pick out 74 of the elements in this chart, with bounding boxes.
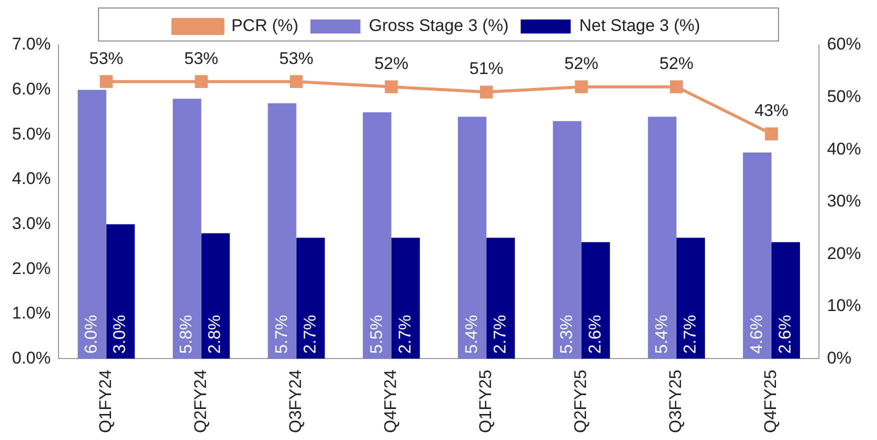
data-label: 2.6% [585,314,604,354]
x-tick-label: Q3FY25 [666,370,686,433]
y-tick-label: 6.0% [12,80,51,98]
y2-tick-label: 60% [826,34,862,54]
bar [581,242,610,359]
y-tick-label: 2.0% [12,258,51,278]
y-tick-label: 1.0% [12,304,51,323]
bar [362,112,392,359]
point [290,75,303,88]
data-label: 5.3% [556,314,576,354]
data-label: 52% [374,54,408,74]
x-tick-label: Q4FY25 [761,370,780,433]
bar [78,90,106,359]
data-label: 51% [469,59,504,78]
legend-label: Gross Stage 3 (%) [368,16,509,36]
data-label: 43% [754,101,788,120]
point [480,86,493,99]
x-tick-label: Q2FY24 [190,370,210,433]
y2-tick-label: 10% [826,296,862,316]
data-label: 5.4% [652,314,671,354]
bar [201,233,230,359]
bar [391,238,420,359]
legend-label: PCR (%) [231,16,298,36]
data-label: 5.5% [366,314,386,354]
bar [676,238,705,359]
data-label: 2.7% [395,314,414,354]
y-tick-label: 4.0% [12,169,51,188]
data-label: 5.7% [272,314,291,354]
x-tick-label: Q1FY24 [96,370,115,433]
bar [486,238,515,359]
y2-tick-label: 20% [826,244,862,263]
point [670,80,683,94]
data-label: 6.0% [82,314,101,354]
y-tick-label: 0.0% [12,348,51,368]
data-label: 53% [279,48,314,68]
x-tick-label: Q1FY25 [476,370,496,433]
y-tick-label: 5.0% [12,124,51,144]
data-label: 2.6% [775,314,794,354]
data-label: 5.8% [176,314,196,354]
bar [648,116,676,359]
bar [552,121,582,359]
bar [458,116,486,359]
bar [742,152,772,359]
legend-label: Net Stage 3 (%) [579,16,700,36]
bar [268,103,296,359]
data-label: 5.4% [462,314,481,354]
data-label: 2.7% [300,314,320,354]
point [384,80,398,94]
data-label: 53% [89,48,124,68]
point [574,80,588,94]
y2-tick-label: 40% [826,139,862,158]
data-label: 52% [564,54,598,74]
data-label: 52% [659,54,694,74]
data-label: 2.7% [680,314,700,354]
data-label: 4.6% [746,314,766,354]
bar [172,98,202,359]
data-label: 53% [184,48,218,68]
x-tick-label: Q2FY25 [571,370,590,433]
data-label: 3.0% [110,314,130,354]
point [194,75,208,88]
x-tick-label: Q3FY24 [286,370,306,433]
y2-tick-label: 0% [826,348,852,368]
x-tick-label: Q4FY24 [381,370,400,433]
point [100,75,113,88]
data-label: 2.8% [205,314,224,354]
y2-tick-label: 30% [826,192,862,211]
y-tick-label: 7.0% [12,34,51,54]
bar [106,224,135,359]
data-label: 2.7% [490,314,510,354]
bar [296,238,325,359]
y2-tick-label: 50% [826,86,862,106]
y-tick-label: 3.0% [12,214,51,233]
point [765,127,778,140]
bar [771,242,800,359]
